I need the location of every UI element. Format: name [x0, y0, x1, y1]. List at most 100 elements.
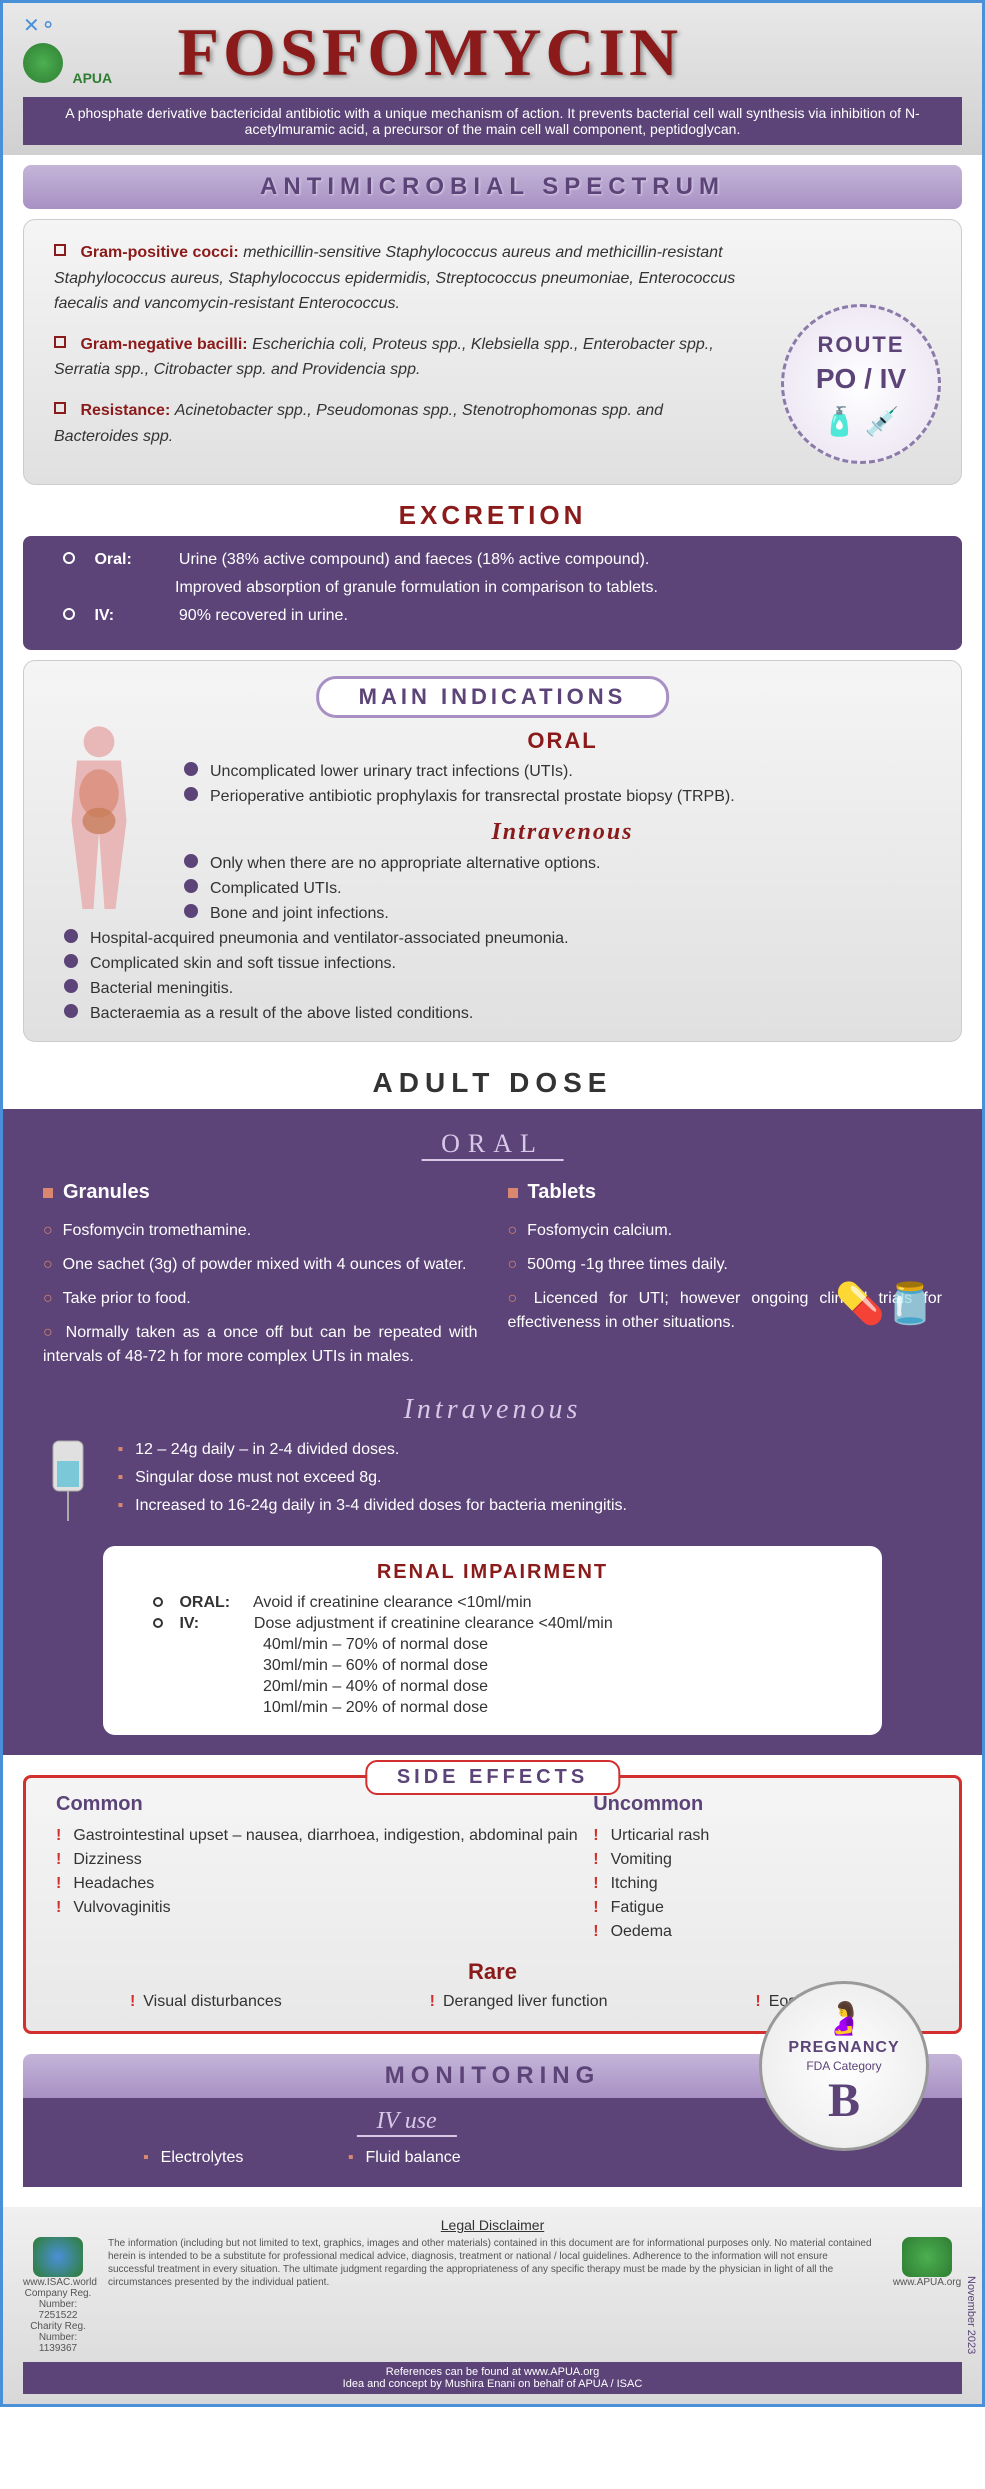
- footer: Legal Disclaimer www.ISAC.world Company …: [3, 2207, 982, 2404]
- uncommon-column: Uncommon Urticarial rash Vomiting Itchin…: [593, 1793, 929, 1944]
- pregnancy-icon: 🤰: [762, 1999, 926, 2037]
- page: ✕⚬ APUA FOSFOMYCIN A phosphate derivativ…: [0, 0, 985, 2407]
- pregnancy-circle: 🤰 PREGNANCY FDA Category B: [759, 1981, 929, 2151]
- common-column: Common Gastrointestinal upset – nausea, …: [56, 1793, 593, 1944]
- monitoring-row: Electrolytes Fluid balance: [63, 2149, 922, 2167]
- indications-content: ORAL Uncomplicated lower urinary tract i…: [184, 728, 941, 926]
- list-item: Complicated skin and soft tissue infecti…: [64, 951, 941, 976]
- excretion-title: EXCRETION: [3, 500, 982, 531]
- list-item: Perioperative antibiotic prophylaxis for…: [184, 784, 941, 809]
- indications-banner: MAIN INDICATIONS: [316, 676, 670, 718]
- side-effects-banner: SIDE EFFECTS: [365, 1760, 620, 1795]
- list-item: Only when there are no appropriate alter…: [184, 851, 941, 876]
- granules-list: Fosfomycin tromethamine. One sachet (3g)…: [43, 1214, 478, 1374]
- tablets-title: Tablets: [508, 1181, 943, 1204]
- side-effects-columns: Common Gastrointestinal upset – nausea, …: [56, 1793, 929, 1944]
- pills-icon: 💊🫙: [835, 1280, 935, 1327]
- ring-bullet-icon: [153, 1618, 163, 1628]
- body-anatomy-icon: [44, 721, 154, 921]
- list-item: Take prior to food.: [43, 1282, 478, 1316]
- list-item: Gastrointestinal upset – nausea, diarrho…: [56, 1824, 593, 1848]
- gram-positive-row: Gram-positive cocci: methicillin-sensiti…: [54, 240, 931, 317]
- isac-footer-logo: www.ISAC.world Company Reg. Number: 7251…: [23, 2237, 93, 2354]
- oral-subtitle: ORAL: [184, 728, 941, 754]
- excretion-box: Oral: Urine (38% active compound) and fa…: [23, 536, 962, 650]
- list-item: One sachet (3g) of powder mixed with 4 o…: [43, 1248, 478, 1282]
- list-item: Singular dose must not exceed 8g.: [117, 1464, 627, 1492]
- list-item: 12 – 24g daily – in 2-4 divided doses.: [117, 1436, 627, 1464]
- subtitle: A phosphate derivative bactericidal anti…: [23, 97, 962, 145]
- route-circle: ROUTE PO / IV 🧴 💉: [781, 304, 941, 464]
- dose-iv-subtitle: Intravenous: [43, 1394, 942, 1426]
- title-area: FOSFOMYCIN: [177, 13, 682, 92]
- dose-box: ORAL Granules Fosfomycin tromethamine. O…: [3, 1109, 982, 1755]
- list-item: Itching: [593, 1872, 929, 1896]
- renal-dose-row: 30ml/min – 60% of normal dose: [133, 1657, 852, 1675]
- iv-dose-list: 12 – 24g daily – in 2-4 divided doses. S…: [117, 1436, 627, 1520]
- footer-date: November 2023: [965, 2276, 977, 2354]
- dose-columns: Granules Fosfomycin tromethamine. One sa…: [43, 1181, 942, 1374]
- apua-label: APUA: [72, 70, 112, 86]
- route-title: ROUTE: [784, 332, 938, 358]
- oral-indications-list: Uncomplicated lower urinary tract infect…: [184, 759, 941, 809]
- rare-title: Rare: [56, 1959, 929, 1985]
- list-item: Fosfomycin calcium.: [508, 1214, 943, 1248]
- granules-title: Granules: [43, 1181, 478, 1204]
- ring-bullet-icon: [153, 1597, 163, 1607]
- common-title: Common: [56, 1793, 593, 1816]
- renal-oral-row: ORAL: Avoid if creatinine clearance <10m…: [133, 1594, 852, 1612]
- isac-logo-icon: [33, 2237, 83, 2277]
- list-item: Hospital-acquired pneumonia and ventilat…: [64, 926, 941, 951]
- monitoring-item: Electrolytes: [143, 2149, 243, 2167]
- ring-bullet-icon: [63, 608, 75, 620]
- footer-refs: References can be found at www.APUA.org …: [23, 2362, 962, 2394]
- iv-dose-row: 12 – 24g daily – in 2-4 divided doses. S…: [43, 1436, 942, 1526]
- route-value: PO / IV: [784, 363, 938, 395]
- spectrum-box: Gram-positive cocci: methicillin-sensiti…: [23, 219, 962, 485]
- apua-url: www.APUA.org: [892, 2277, 962, 2288]
- renal-dose-row: 40ml/min – 70% of normal dose: [133, 1636, 852, 1654]
- excretion-oral-row2: Improved absorption of granule formulati…: [63, 579, 922, 597]
- uncommon-list: Urticarial rash Vomiting Itching Fatigue…: [593, 1824, 929, 1944]
- uncommon-title: Uncommon: [593, 1793, 929, 1816]
- list-item: Bone and joint infections.: [184, 901, 941, 926]
- pregnancy-title: PREGNANCY: [762, 2039, 926, 2057]
- adult-dose-title: ADULT DOSE: [3, 1057, 982, 1109]
- common-list: Gastrointestinal upset – nausea, diarrho…: [56, 1824, 593, 1920]
- square-bullet-icon: [54, 402, 66, 414]
- footer-content: www.ISAC.world Company Reg. Number: 7251…: [23, 2237, 962, 2354]
- list-item: Vomiting: [593, 1848, 929, 1872]
- rare-item: Deranged liver function: [430, 1993, 608, 2011]
- rare-item: Visual disturbances: [130, 1993, 282, 2011]
- list-item: Oedema: [593, 1920, 929, 1944]
- excretion-iv-row: IV: 90% recovered in urine.: [63, 607, 922, 625]
- company-reg: Company Reg. Number: 7251522: [23, 2288, 93, 2321]
- bottle-icon: 🧴: [822, 406, 857, 437]
- renal-title: RENAL IMPAIRMENT: [133, 1561, 852, 1584]
- square-bullet-icon: [508, 1188, 518, 1198]
- list-item: Urticarial rash: [593, 1824, 929, 1848]
- renal-iv-row: IV: Dose adjustment if creatinine cleara…: [133, 1615, 852, 1633]
- list-item: Vulvovaginitis: [56, 1896, 593, 1920]
- excretion-oral-row: Oral: Urine (38% active compound) and fa…: [63, 551, 922, 569]
- tablets-column: Tablets Fosfomycin calcium. 500mg -1g th…: [508, 1181, 943, 1374]
- list-item: Increased to 16-24g daily in 3-4 divided…: [117, 1492, 627, 1520]
- isac-url: www.ISAC.world: [23, 2277, 93, 2288]
- monitoring-subtitle: IV use: [356, 2108, 456, 2137]
- list-item: Uncomplicated lower urinary tract infect…: [184, 759, 941, 784]
- iv-indications-list-full: Hospital-acquired pneumonia and ventilat…: [64, 926, 941, 1026]
- iv-subtitle: Intravenous: [184, 819, 941, 846]
- iv-bag-icon: [43, 1436, 93, 1526]
- ring-bullet-icon: [63, 552, 75, 564]
- list-item: Dizziness: [56, 1848, 593, 1872]
- renal-box: RENAL IMPAIRMENT ORAL: Avoid if creatini…: [103, 1546, 882, 1735]
- header: ✕⚬ APUA FOSFOMYCIN A phosphate derivativ…: [3, 3, 982, 155]
- square-bullet-icon: [54, 336, 66, 348]
- list-item: 500mg -1g three times daily.: [508, 1248, 943, 1282]
- list-item: Bacteraemia as a result of the above lis…: [64, 1001, 941, 1026]
- iv-indications-list: Only when there are no appropriate alter…: [184, 851, 941, 926]
- list-item: Normally taken as a once off but can be …: [43, 1316, 478, 1374]
- isac-logo-icon: ✕⚬: [23, 13, 173, 38]
- disclaimer-text: The information (including but not limit…: [108, 2237, 877, 2289]
- list-item: Bacterial meningitis.: [64, 976, 941, 1001]
